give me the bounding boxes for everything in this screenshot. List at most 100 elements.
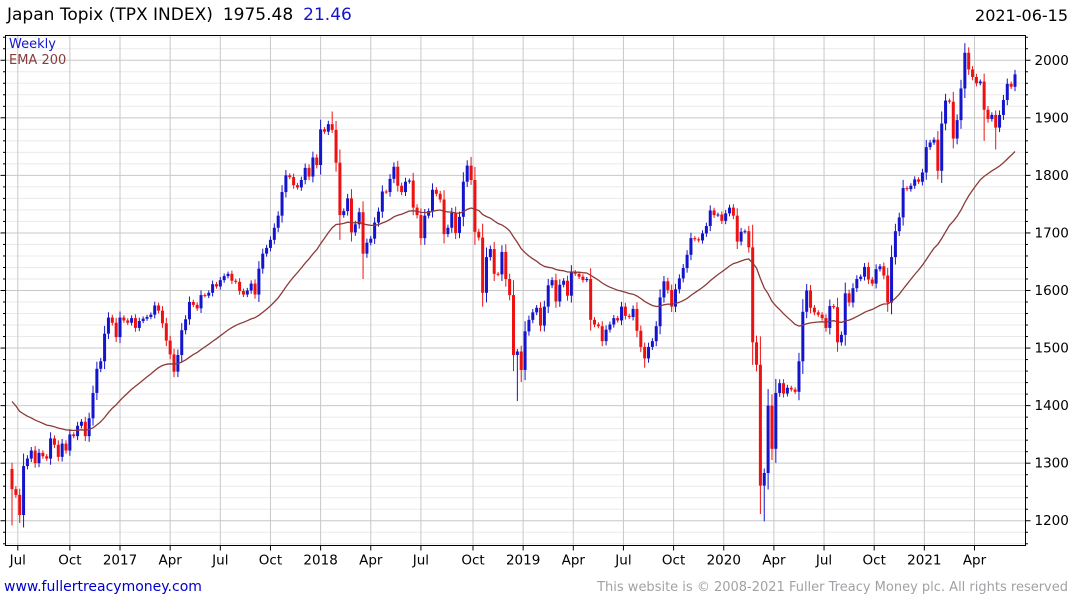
x-axis-label: Jul xyxy=(412,553,429,569)
candlestick xyxy=(816,310,820,317)
footer-bar: www.fullertreacymoney.com This website i… xyxy=(0,577,1075,599)
candlestick xyxy=(731,204,735,220)
candlestick xyxy=(998,110,1002,133)
candlestick xyxy=(674,283,678,313)
x-axis-label: Jul xyxy=(815,553,832,569)
candlestick xyxy=(654,321,658,347)
x-axis-label: Oct xyxy=(662,553,685,569)
x-axis-label: Oct xyxy=(58,553,81,569)
candlestick xyxy=(76,421,80,441)
x-axis-label: Apr xyxy=(762,553,786,569)
candlestick xyxy=(832,304,836,310)
candlestick xyxy=(604,325,608,346)
site-link[interactable]: www.fullertreacymoney.com xyxy=(4,579,202,595)
candlestick xyxy=(747,225,751,253)
candlestick xyxy=(535,305,539,316)
candlestick xyxy=(627,313,631,319)
candlestick xyxy=(446,224,450,238)
candlestick xyxy=(114,317,118,343)
candlestick xyxy=(18,488,22,524)
grid-minor xyxy=(5,36,1026,545)
candlestick xyxy=(890,245,894,315)
candlestick xyxy=(68,429,72,456)
candlestick xyxy=(994,110,998,150)
candlesticks xyxy=(10,43,1017,528)
candlestick xyxy=(554,273,558,308)
candlestick xyxy=(91,385,95,426)
candlestick xyxy=(905,186,909,192)
candlestick xyxy=(697,237,701,243)
candlestick xyxy=(338,149,342,240)
candlestick xyxy=(716,212,720,217)
candlestick xyxy=(253,279,257,299)
candlestick xyxy=(403,177,407,197)
candlestick xyxy=(635,302,639,338)
candlestick xyxy=(230,270,234,284)
candlestick xyxy=(593,317,597,328)
candlestick xyxy=(650,338,654,350)
candlestick xyxy=(901,179,905,226)
candlestick xyxy=(974,73,978,87)
candlestick xyxy=(276,211,280,233)
candlestick xyxy=(797,352,801,401)
candlestick xyxy=(311,151,315,183)
candlestick xyxy=(14,486,18,498)
candlestick xyxy=(735,208,739,249)
candlestick xyxy=(79,419,83,429)
candlestick xyxy=(10,462,14,526)
candlestick xyxy=(49,432,53,465)
candlestick xyxy=(836,297,840,352)
candlestick xyxy=(465,160,469,187)
candlestick xyxy=(380,185,384,218)
candlestick xyxy=(160,306,164,328)
candlestick xyxy=(218,277,222,290)
candlestick xyxy=(951,91,955,149)
x-axis-label: Jul xyxy=(614,553,631,569)
candlestick xyxy=(187,296,191,325)
candlestick xyxy=(400,182,404,196)
candlestick xyxy=(396,160,400,192)
candlestick xyxy=(83,416,87,442)
candlestick xyxy=(608,321,612,333)
candlestick xyxy=(917,177,921,184)
candlestick xyxy=(596,322,600,329)
y-axis-label: 1500 xyxy=(1035,341,1069,357)
candlestick xyxy=(473,166,477,245)
x-axis-label: Apr xyxy=(562,553,586,569)
candlestick xyxy=(133,314,137,332)
candlestick xyxy=(392,162,396,184)
candlestick xyxy=(573,269,577,276)
chart-date: 2021-06-15 xyxy=(975,6,1068,25)
candlestick xyxy=(419,208,423,245)
candlestick xyxy=(334,120,338,172)
candlestick xyxy=(349,189,353,242)
candlestick xyxy=(585,277,589,283)
candlestick xyxy=(920,168,924,186)
candlestick xyxy=(265,244,269,257)
candlestick xyxy=(728,204,732,217)
candlestick xyxy=(141,316,145,324)
x-axis-label: Apr xyxy=(963,553,987,569)
candlestick xyxy=(172,348,176,378)
candlestick xyxy=(743,229,747,234)
candlestick xyxy=(631,305,635,321)
candlestick xyxy=(95,361,99,401)
candlestick xyxy=(932,137,936,145)
candlestick xyxy=(87,412,91,442)
candlestick xyxy=(739,227,743,246)
candlestick xyxy=(967,47,971,75)
candlestick xyxy=(373,217,377,244)
candlestick xyxy=(527,315,531,336)
candlestick xyxy=(137,317,141,332)
candlestick xyxy=(971,66,975,81)
grid-major xyxy=(5,35,1026,546)
candlestick xyxy=(569,265,573,303)
candlestick xyxy=(558,279,562,307)
candlestick xyxy=(346,193,350,216)
candlestick xyxy=(423,209,427,245)
y-axis-label: 1400 xyxy=(1035,398,1069,414)
candlestick xyxy=(110,314,114,326)
candlestick xyxy=(1013,69,1017,92)
candlestick xyxy=(924,139,928,180)
